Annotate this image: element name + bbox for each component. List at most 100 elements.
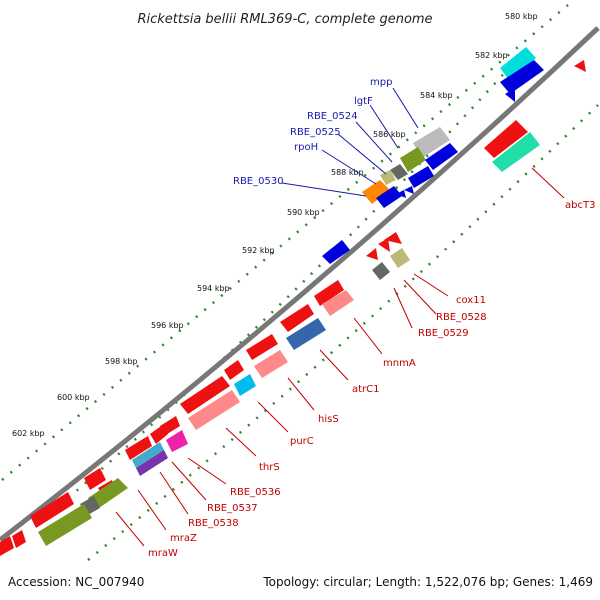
accession-text: Accession: NC_007940 (8, 575, 144, 589)
gene-label-thrS[interactable]: thrS (259, 462, 280, 473)
gene-feature[interactable] (180, 376, 230, 414)
outer-scale-track (1, 4, 569, 481)
gene-feature[interactable] (322, 240, 350, 264)
gene-feature[interactable] (384, 232, 402, 244)
gene-feature[interactable] (246, 334, 278, 360)
gene-feature[interactable] (30, 492, 74, 528)
gene-feature[interactable] (160, 416, 180, 436)
gene-label-rbe0530[interactable]: RBE_0530 (233, 176, 284, 187)
gene-label-mraW[interactable]: mraW (148, 548, 178, 559)
gene-label-rbe0528[interactable]: RBE_0528 (436, 312, 487, 323)
gene-feature[interactable] (500, 47, 536, 80)
gene-feature[interactable] (132, 442, 164, 468)
gene-feature[interactable] (188, 390, 240, 430)
label-leader (355, 121, 393, 163)
map-title: Rickettsia bellii RML369-C, complete gen… (137, 12, 432, 27)
gene-feature[interactable] (166, 430, 188, 452)
label-leader (403, 279, 437, 315)
gene-feature[interactable] (425, 143, 458, 170)
gene-label-rbe0524[interactable]: RBE_0524 (307, 111, 358, 122)
label-leader (287, 377, 315, 411)
gene-feature[interactable] (396, 190, 406, 198)
bottom-labels: abcT3 cox11 RBE_0528 RBE_0529 mnmA atrC1… (115, 167, 595, 559)
gene-feature[interactable] (38, 504, 92, 546)
gene-label-rpoH[interactable]: rpoH (294, 142, 318, 153)
label-leader (137, 489, 167, 531)
gene-feature[interactable] (413, 127, 450, 158)
gene-label-rbe0525[interactable]: RBE_0525 (290, 127, 341, 138)
gene-feature[interactable] (500, 60, 544, 94)
gene-feature[interactable] (372, 262, 390, 280)
gene-feature[interactable] (286, 318, 326, 350)
gene-label-cox11[interactable]: cox11 (456, 295, 486, 306)
label-leader (225, 427, 257, 457)
gene-label-lgtF[interactable]: lgtF (354, 96, 373, 107)
label-leader (337, 133, 387, 175)
label-leader (413, 273, 449, 297)
gene-label-purC[interactable]: purC (290, 436, 314, 447)
gene-feature[interactable] (492, 132, 540, 172)
gene-feature[interactable] (408, 166, 434, 188)
gene-feature[interactable] (125, 436, 152, 460)
gene-feature[interactable] (12, 530, 26, 548)
label-leader (531, 167, 565, 199)
gene-feature[interactable] (234, 374, 256, 396)
gene-label-abcT3[interactable]: abcT3 (565, 200, 595, 211)
gene-label-rbe0537[interactable]: RBE_0537 (207, 503, 258, 514)
gene-feature[interactable] (390, 248, 410, 268)
gene-label-mraZ[interactable]: mraZ (170, 533, 197, 544)
label-leader (393, 287, 413, 329)
gene-feature[interactable] (254, 350, 288, 378)
gene-feature[interactable] (390, 164, 408, 180)
inner-scale-track-forward (59, 46, 529, 506)
gene-label-mpp[interactable]: mpp (370, 77, 392, 88)
tick-label: 582 kbp (475, 51, 508, 60)
label-leader (171, 461, 207, 501)
gene-feature[interactable] (400, 147, 426, 172)
gene-feature[interactable] (84, 468, 106, 490)
gene-label-mnmA[interactable]: mnmA (383, 358, 416, 369)
label-leader (115, 511, 145, 547)
label-leader (257, 401, 289, 433)
label-leader (353, 317, 383, 355)
label-leader (187, 457, 227, 485)
gene-label-rbe0529[interactable]: RBE_0529 (418, 328, 469, 339)
gene-feature[interactable] (136, 450, 168, 476)
tick-label: 580 kbp (505, 12, 538, 21)
gene-label-rbe0538[interactable]: RBE_0538 (188, 518, 239, 529)
tick-label: 592 kbp (242, 246, 275, 255)
gene-feature[interactable] (378, 238, 390, 252)
label-leader (159, 471, 189, 515)
gene-label-hisS[interactable]: hisS (318, 414, 339, 425)
gene-feature[interactable] (505, 88, 515, 102)
gene-label-rbe0536[interactable]: RBE_0536 (230, 487, 281, 498)
top-labels: mpp lgtF RBE_0524 RBE_0525 rpoH RBE_0530 (233, 77, 419, 197)
gene-feature[interactable] (224, 360, 244, 380)
tick-label: 588 kbp (331, 168, 364, 177)
gene-feature[interactable] (280, 304, 314, 332)
gene-feature[interactable] (0, 536, 14, 556)
gene-feature[interactable] (380, 170, 396, 185)
tick-label: 598 kbp (105, 357, 138, 366)
label-leader (319, 349, 349, 381)
gene-feature[interactable] (362, 180, 390, 204)
gene-feature[interactable] (322, 290, 354, 316)
gene-label-atrC1[interactable]: atrC1 (352, 384, 380, 395)
label-leader (321, 149, 377, 185)
tick-label: 584 kbp (420, 91, 453, 100)
bottom-strand-features (38, 60, 586, 546)
gene-feature[interactable] (574, 60, 586, 72)
gene-feature[interactable] (366, 248, 378, 260)
gene-feature[interactable] (404, 186, 414, 194)
gene-feature[interactable] (88, 478, 128, 510)
label-leader (281, 182, 367, 197)
genome-backbone (0, 26, 600, 542)
gene-feature[interactable] (376, 186, 402, 208)
genome-summary-text: Topology: circular; Length: 1,522,076 bp… (262, 575, 593, 589)
tick-label: 594 kbp (197, 284, 230, 293)
tick-label: 600 kbp (57, 393, 90, 402)
gene-feature[interactable] (314, 280, 344, 306)
gene-feature[interactable] (484, 120, 528, 158)
